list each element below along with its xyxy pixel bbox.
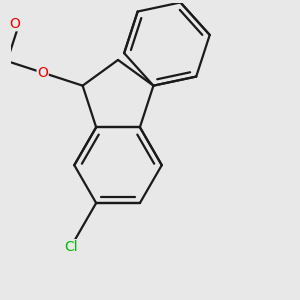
Text: O: O	[9, 17, 20, 31]
Text: Cl: Cl	[64, 240, 78, 254]
Text: O: O	[37, 66, 48, 80]
